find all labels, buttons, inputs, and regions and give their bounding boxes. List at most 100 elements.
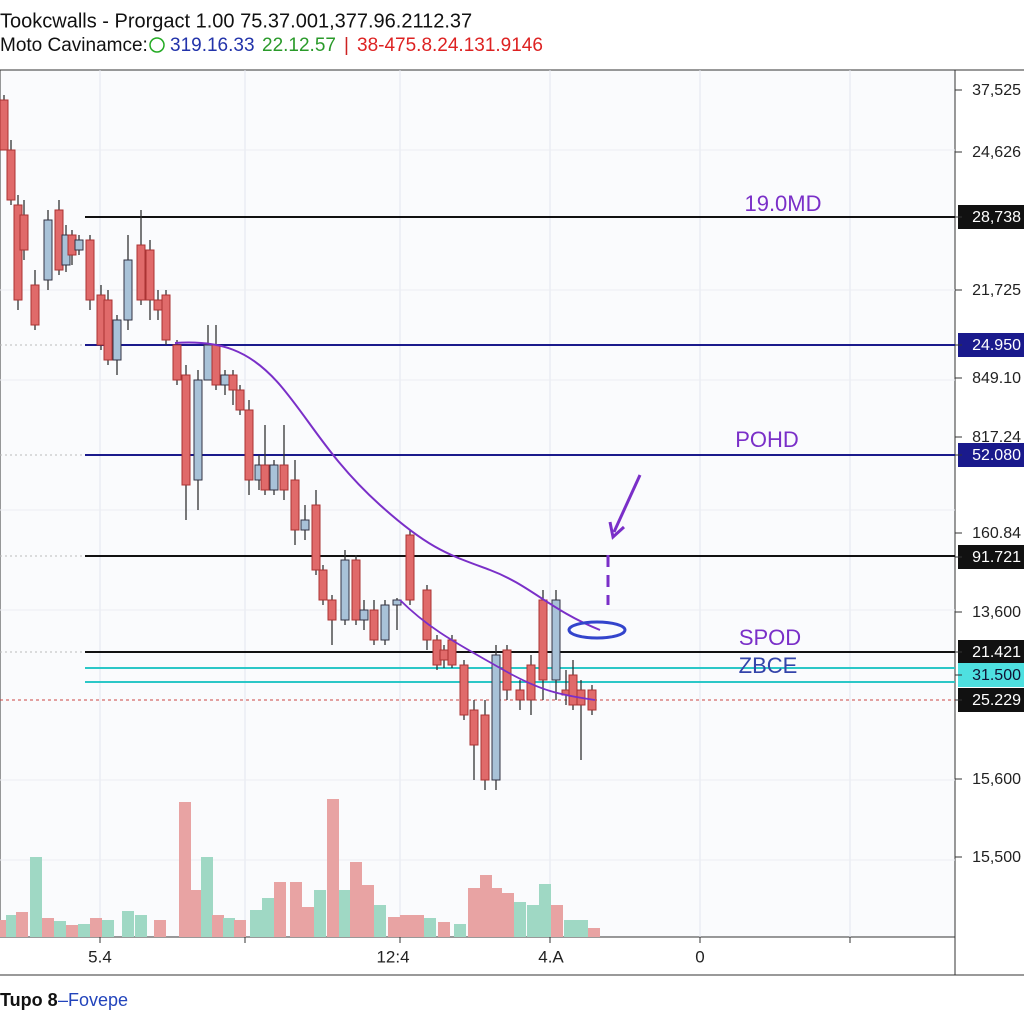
volume-bar (388, 917, 400, 937)
price-axis: 37,525 24,626 28,738 21,725 24.950 849.10 817.… (955, 82, 1024, 866)
header-title: Tookcwalls - Prorgact 1.00 75.37.001,377… (0, 10, 472, 32)
candle-body (6, 149, 16, 201)
grid (0, 70, 955, 943)
volume-bar (262, 898, 274, 937)
volume-bar (30, 857, 42, 937)
price-label: 37,525 (972, 82, 1021, 99)
volume-bar (302, 907, 314, 937)
volume (0, 799, 600, 937)
candle-body (551, 599, 561, 681)
candle-body (211, 344, 221, 386)
volume-bar (212, 915, 224, 937)
candle-body (260, 464, 270, 491)
annotation: ZBCE (739, 653, 798, 678)
volume-bar (454, 924, 466, 937)
candle-body (193, 379, 203, 481)
price-label-box (958, 688, 1024, 712)
footer-link[interactable]: –Fovepe (58, 990, 128, 1010)
price-label: 15,600 (972, 771, 1021, 788)
volume-bar (66, 925, 78, 937)
candle-body (439, 649, 449, 661)
volume-bar (154, 920, 166, 937)
price-label: 31.500 (972, 667, 1021, 684)
volume-bar (400, 915, 412, 937)
candle-body (459, 664, 469, 716)
header-value: 38-475.8.24.131.9146 (357, 35, 543, 56)
moving-average (174, 341, 601, 631)
volume-bar (274, 882, 286, 937)
time-label: 4.A (538, 947, 564, 966)
price-label-box (958, 443, 1024, 467)
volume-bar (527, 905, 539, 937)
candle-body (515, 689, 525, 701)
candle-body (220, 374, 230, 386)
candle-body (30, 284, 40, 326)
volume-bar (588, 928, 600, 937)
volume-bar (6, 915, 18, 937)
header-separator: | (344, 35, 349, 56)
time-label: 5.4 (88, 947, 112, 966)
candle-body (311, 504, 321, 571)
volume-bar (502, 893, 514, 937)
candle-body (181, 374, 191, 486)
volume-bar (122, 911, 134, 937)
candle-body (392, 599, 402, 606)
candle-body (327, 599, 337, 621)
time-label: 0 (695, 947, 704, 966)
volume-bar (54, 921, 66, 937)
price-label: 91.721 (972, 549, 1021, 566)
price-label: 849.10 (972, 370, 1021, 387)
highlight-ellipse (567, 620, 627, 640)
candle-body (269, 464, 279, 491)
candle-body (244, 409, 254, 481)
price-label-box (958, 205, 1024, 229)
candle-body (161, 294, 171, 341)
chart-area (0, 69, 956, 938)
footer-name: Tupo 8 (0, 990, 58, 1010)
volume-bar (327, 799, 339, 937)
price-label: 21.421 (972, 644, 1021, 661)
candle-body (203, 344, 213, 381)
candle-body (123, 259, 133, 321)
candle-body (568, 674, 578, 706)
candle-body (145, 249, 155, 301)
volume-bar (468, 888, 480, 937)
price-label: 25.229 (972, 692, 1021, 709)
candle-body (112, 319, 122, 361)
volume-bar (223, 918, 235, 937)
volume-bar (576, 920, 588, 937)
price-label: 52.080 (972, 447, 1021, 464)
candle-body (228, 374, 238, 391)
volume-bar (102, 920, 114, 937)
volume-bar (78, 924, 90, 937)
candle-body (43, 219, 53, 281)
volume-bar (438, 922, 450, 937)
volume-bar (234, 920, 246, 937)
volume-bar (490, 888, 502, 937)
time-label: 12:4 (376, 947, 409, 966)
candle-body (491, 654, 501, 781)
volume-bar (514, 902, 526, 937)
price-label-box (958, 663, 1024, 687)
candle-body (103, 299, 113, 361)
candle-body (359, 609, 369, 621)
volume-bar (250, 910, 262, 937)
candle-body (13, 204, 23, 301)
price-label-box (958, 640, 1024, 664)
volume-bar (339, 890, 351, 937)
volume-bar (179, 802, 191, 937)
arrow-head (608, 521, 626, 540)
header-value: 22.12.57 (262, 35, 336, 56)
volume-bar (42, 918, 54, 937)
volume-bar (190, 890, 202, 937)
candle-body (538, 599, 548, 681)
moving-average (399, 599, 596, 701)
volume-bar (135, 915, 147, 937)
candle-body (85, 239, 95, 301)
candle-body (0, 99, 9, 151)
candle-body (172, 344, 182, 381)
arrow (612, 474, 642, 533)
price-label: 28,738 (972, 209, 1021, 226)
